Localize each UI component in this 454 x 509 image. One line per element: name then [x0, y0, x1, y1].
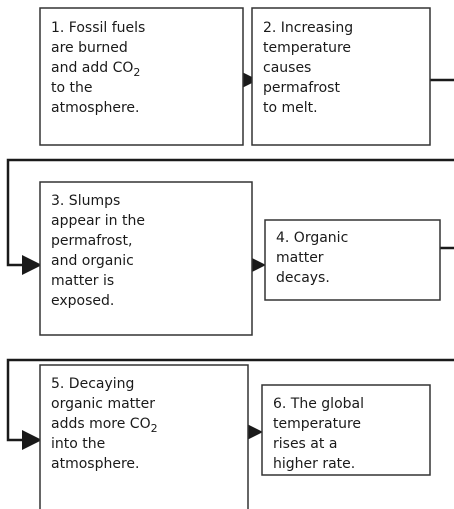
- node-text: organic matter: [51, 396, 155, 412]
- node-text: atmosphere.: [51, 100, 139, 116]
- node-text: to melt.: [263, 100, 318, 116]
- node-text: adds more CO2: [51, 416, 158, 435]
- node-text: atmosphere.: [51, 456, 139, 472]
- node-box: [39, 181, 253, 336]
- node-text: permafrost: [263, 80, 340, 96]
- node-box: [39, 364, 249, 509]
- node-box: [251, 7, 431, 146]
- text-part: and add CO: [51, 60, 133, 76]
- node-text: matter is: [51, 273, 114, 289]
- connector: [6, 358, 454, 442]
- subscript: 2: [151, 422, 158, 435]
- node-text: and organic: [51, 253, 134, 269]
- node-box: [261, 384, 431, 476]
- node-text: decays.: [276, 270, 330, 286]
- node-text: 3. Slumps: [51, 193, 120, 209]
- node-text: 4. Organic: [276, 230, 348, 246]
- node-text: matter: [276, 250, 324, 266]
- node-text: 5. Decaying: [51, 376, 134, 392]
- connector: [6, 158, 454, 267]
- arrowhead: [22, 255, 42, 275]
- text-part: adds more CO: [51, 416, 151, 432]
- node-text: 1. Fossil fuels: [51, 20, 145, 36]
- node-text: and add CO2: [51, 60, 140, 79]
- node-text: permafrost,: [51, 233, 132, 249]
- node-box: [39, 7, 244, 146]
- node-text: exposed.: [51, 293, 114, 309]
- node: 3. Slumps appear in the permafrost, and org…: [39, 181, 253, 336]
- node-text: temperature: [263, 40, 351, 56]
- node: 4. Organic matter decays.: [264, 219, 441, 301]
- node-text: appear in the: [51, 213, 145, 229]
- node-text: temperature: [273, 416, 361, 432]
- node-text: 6. The global: [273, 396, 364, 412]
- subscript: 2: [133, 66, 140, 79]
- node: 2. Increasing temperature causes permafrost…: [251, 7, 431, 146]
- node-text: rises at a: [273, 436, 337, 452]
- node-text: to the: [51, 80, 92, 96]
- node-box: [264, 219, 441, 301]
- arrowhead: [22, 430, 42, 450]
- node-text: causes: [263, 60, 311, 76]
- connectors: [6, 70, 454, 450]
- node-text: are burned: [51, 40, 128, 56]
- node-text: into the: [51, 436, 105, 452]
- node-text: 2. Increasing: [263, 20, 353, 36]
- node: 6. The global temperature rises at a higher…: [261, 384, 431, 476]
- node-text: higher rate.: [273, 456, 355, 472]
